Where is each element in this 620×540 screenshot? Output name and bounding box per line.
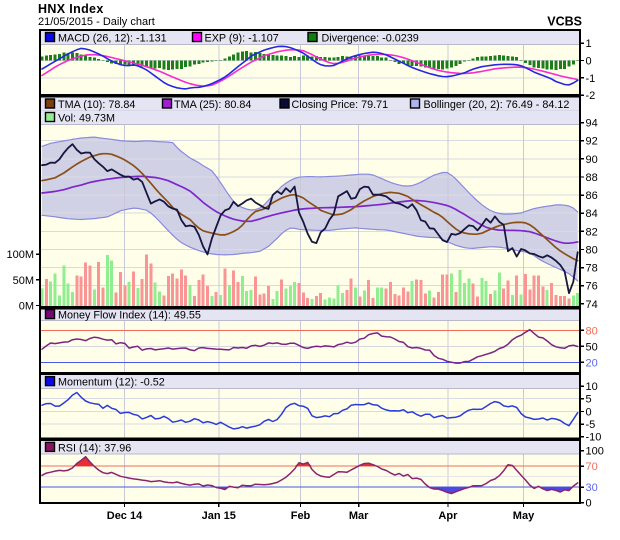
svg-text:Feb: Feb	[291, 510, 311, 522]
svg-text:RSI (14): 37.96: RSI (14): 37.96	[58, 442, 131, 454]
svg-text:100: 100	[586, 446, 604, 458]
svg-text:30: 30	[586, 482, 598, 494]
svg-text:Bollinger (20, 2): 76.49 - 84.: Bollinger (20, 2): 76.49 - 84.12	[424, 99, 570, 111]
svg-text:Vol: 49.73M: Vol: 49.73M	[58, 113, 115, 125]
svg-text:TMA (25): 80.84: TMA (25): 80.84	[174, 99, 251, 111]
svg-text:TMA (10): 78.84: TMA (10): 78.84	[58, 99, 135, 111]
svg-text:88: 88	[586, 172, 598, 184]
svg-text:74: 74	[586, 299, 598, 311]
svg-text:80: 80	[586, 244, 598, 256]
svg-text:Mar: Mar	[349, 510, 369, 522]
svg-text:84: 84	[586, 208, 598, 220]
svg-text:90: 90	[586, 154, 598, 166]
svg-text:Money Flow Index (14): 49.55: Money Flow Index (14): 49.55	[58, 310, 201, 322]
svg-text:VCBS: VCBS	[547, 15, 582, 29]
svg-text:86: 86	[586, 190, 598, 202]
svg-text:MACD (26, 12): -1.131: MACD (26, 12): -1.131	[58, 33, 167, 45]
svg-text:70: 70	[586, 461, 598, 473]
svg-text:100M: 100M	[6, 249, 34, 261]
svg-text:78: 78	[586, 263, 598, 275]
svg-text:5: 5	[586, 394, 592, 406]
svg-text:76: 76	[586, 281, 598, 293]
svg-text:-5: -5	[586, 419, 596, 431]
svg-text:HNX Index: HNX Index	[38, 2, 104, 16]
svg-text:-1: -1	[586, 73, 596, 85]
svg-text:Divergence: -0.0239: Divergence: -0.0239	[322, 33, 419, 45]
svg-text:50: 50	[586, 341, 598, 353]
svg-text:0: 0	[586, 498, 592, 510]
svg-text:1: 1	[586, 38, 592, 50]
svg-text:-10: -10	[586, 432, 602, 444]
svg-text:0M: 0M	[19, 300, 34, 312]
svg-text:Closing Price: 79.71: Closing Price: 79.71	[292, 99, 389, 111]
svg-text:82: 82	[586, 226, 598, 238]
svg-text:EXP (9): -1.107: EXP (9): -1.107	[205, 33, 279, 45]
svg-text:92: 92	[586, 136, 598, 148]
svg-text:-2: -2	[586, 90, 596, 102]
svg-text:21/05/2015 - Daily chart: 21/05/2015 - Daily chart	[38, 16, 155, 28]
svg-text:Apr: Apr	[438, 510, 458, 522]
svg-text:10: 10	[586, 381, 598, 393]
svg-text:0: 0	[586, 56, 592, 68]
svg-text:80: 80	[586, 325, 598, 337]
svg-text:20: 20	[586, 357, 598, 369]
svg-text:0: 0	[586, 406, 592, 418]
svg-text:Jan 15: Jan 15	[202, 510, 236, 522]
svg-text:94: 94	[586, 118, 598, 130]
svg-text:50M: 50M	[13, 275, 34, 287]
svg-text:Dec 14: Dec 14	[107, 510, 143, 522]
svg-text:Momentum (12): -0.52: Momentum (12): -0.52	[58, 377, 165, 389]
svg-text:May: May	[513, 510, 535, 522]
